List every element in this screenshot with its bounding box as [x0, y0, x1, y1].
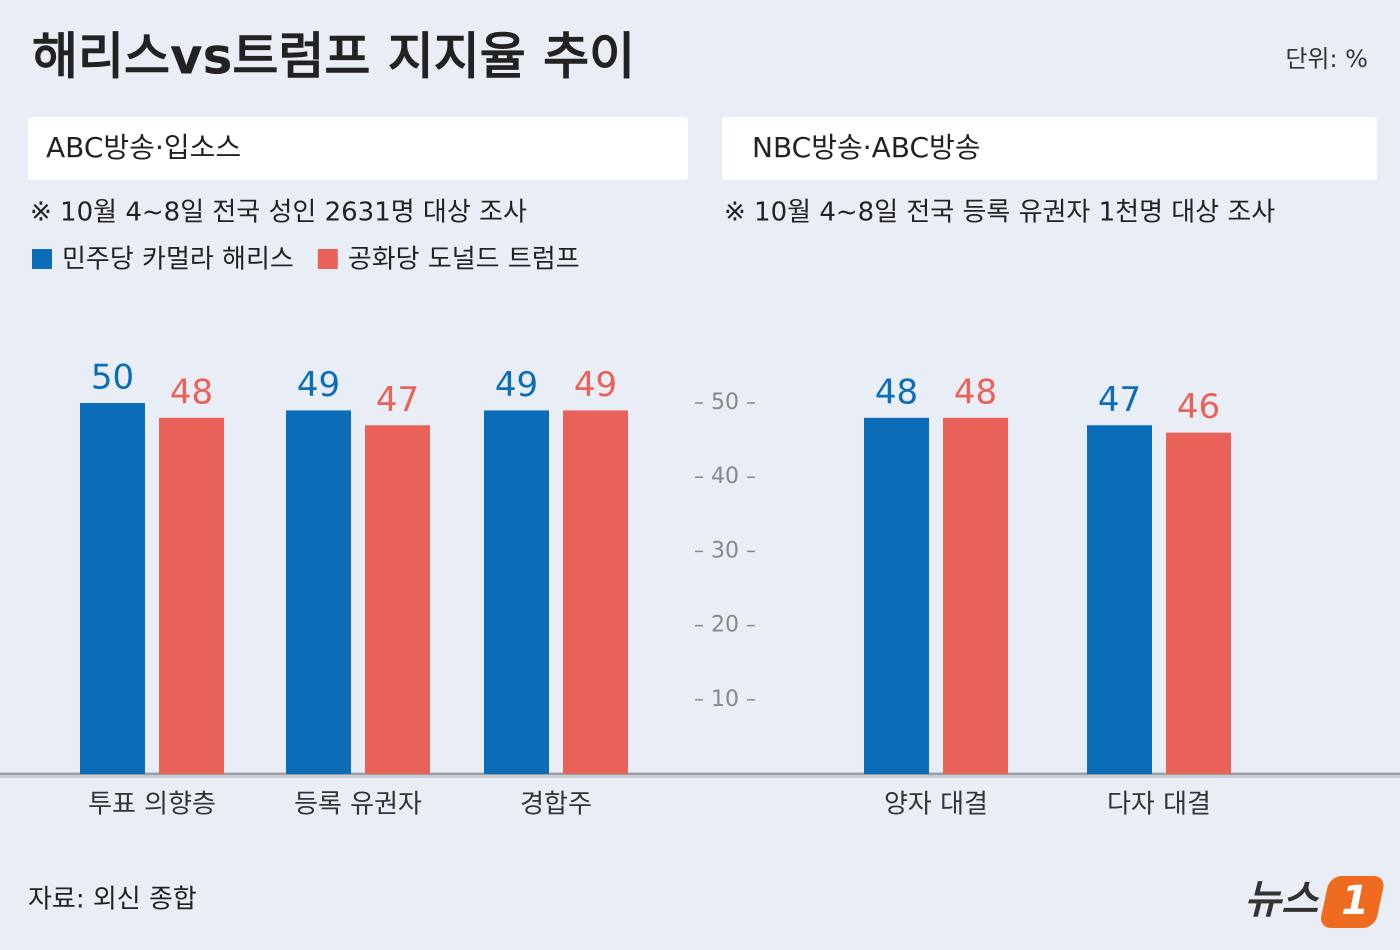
y-tick-label: 10	[711, 687, 739, 712]
x-tick-label: 등록 유권자	[294, 790, 422, 820]
value-label: 48	[875, 372, 918, 412]
legend-label: 민주당 카멀라 해리스	[62, 245, 294, 275]
y-tick-label: 50	[711, 390, 739, 415]
bar	[484, 410, 549, 774]
chart-note: ※ 10월 4~8일 전국 등록 유권자 1천명 대상 조사	[724, 198, 1275, 228]
logo-text: 뉴스	[1244, 877, 1320, 923]
bar	[286, 410, 351, 774]
header-box	[28, 117, 688, 180]
bar	[864, 417, 929, 774]
value-label: 49	[495, 365, 538, 405]
unit: 단위: %	[1285, 45, 1368, 73]
legend-label: 공화당 도널드 트럼프	[348, 245, 580, 275]
value-label: 50	[91, 358, 134, 398]
y-tick-label: 20	[711, 613, 739, 638]
bar	[159, 417, 224, 774]
title: 해리스vs트럼프 지지율 추이	[32, 28, 635, 86]
source: 자료: 외신 종합	[28, 885, 197, 915]
chart-header: NBC방송·ABC방송	[752, 131, 981, 164]
y-tick-label: 30	[711, 538, 739, 563]
legend-swatch	[317, 249, 338, 269]
value-label: 49	[574, 365, 617, 405]
value-label: 49	[297, 365, 340, 405]
value-label: 48	[170, 372, 213, 412]
x-tick-label: 투표 의향층	[88, 790, 216, 820]
bar	[943, 417, 1008, 774]
y-tick-label: 40	[711, 464, 739, 489]
chart-note: ※ 10월 4~8일 전국 성인 2631명 대상 조사	[30, 198, 527, 228]
bar	[365, 425, 430, 774]
chart-header: ABC방송·입소스	[46, 131, 241, 164]
value-label: 47	[1098, 380, 1141, 420]
x-tick-label: 경합주	[520, 790, 592, 820]
value-label: 47	[376, 380, 419, 420]
x-tick-label: 다자 대결	[1107, 790, 1211, 820]
logo-badge-text: 1	[1341, 878, 1369, 924]
bar	[80, 403, 145, 774]
bar	[563, 410, 628, 774]
header-box	[722, 117, 1377, 180]
value-label: 46	[1177, 387, 1220, 427]
legend-swatch	[32, 249, 52, 269]
value-label: 48	[954, 372, 997, 412]
bar	[1087, 425, 1152, 774]
x-tick-label: 양자 대결	[884, 790, 988, 820]
logo-badge	[1321, 876, 1384, 928]
bar	[1166, 432, 1231, 774]
